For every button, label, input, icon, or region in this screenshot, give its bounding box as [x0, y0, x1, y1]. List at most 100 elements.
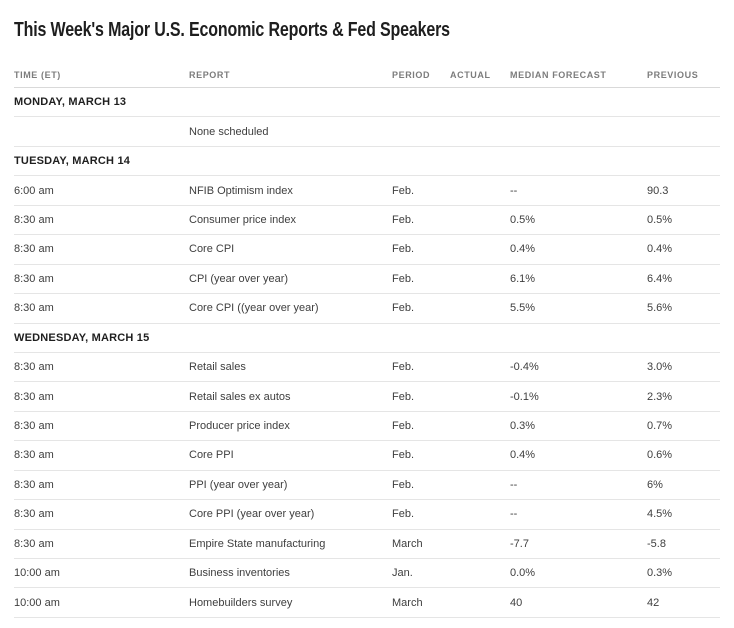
cell-report: Producer price index	[189, 420, 290, 433]
cell-period: Feb.	[392, 508, 415, 521]
cell-report: Core PPI (year over year)	[189, 508, 315, 521]
cell-forecast: --	[510, 478, 518, 491]
cell-previous: 6%	[647, 478, 663, 491]
cell-report: Consumer price index	[189, 213, 296, 226]
cell-forecast: --	[510, 508, 518, 521]
cell-time: 8:30 am	[14, 478, 54, 491]
cell-time: 6:00 am	[14, 184, 54, 197]
cell-time: 8:30 am	[14, 390, 54, 403]
table-row: 8:30 am Empire State manufacturing March -7…	[14, 530, 720, 559]
cell-previous: 6.4%	[647, 272, 673, 285]
table-row: 8:30 am PPI (year over year) Feb. -- 6%	[14, 471, 720, 501]
cell-forecast: --	[510, 184, 518, 197]
cell-previous: 5.6%	[647, 302, 673, 315]
cell-time: 8:30 am	[14, 449, 54, 462]
col-header-time: TIME (ET)	[14, 70, 61, 80]
day-header-row: TUESDAY, MARCH 14	[14, 147, 720, 177]
cell-period: Feb.	[392, 420, 415, 433]
cell-time: 10:00 am	[14, 567, 60, 580]
cell-previous: 0.3%	[647, 567, 673, 580]
cell-previous: 3.0%	[647, 361, 673, 374]
cell-previous: 0.6%	[647, 449, 673, 462]
cell-time: 8:30 am	[14, 243, 54, 256]
table-row: 6:00 am NFIB Optimism index Feb. -- 90.3	[14, 176, 720, 206]
cell-report: Core CPI	[189, 243, 235, 256]
reports-table: TIME (ET) REPORT PERIOD ACTUAL MEDIAN FO…	[14, 44, 720, 618]
cell-forecast: -0.1%	[510, 390, 539, 403]
cell-period: Feb.	[392, 478, 415, 491]
cell-report: Business inventories	[189, 567, 290, 580]
cell-previous: 0.4%	[647, 243, 673, 256]
cell-previous: 2.3%	[647, 390, 673, 403]
cell-forecast: 40	[510, 596, 523, 609]
cell-forecast: 0.5%	[510, 213, 536, 226]
cell-time: 10:00 am	[14, 596, 60, 609]
cell-forecast: 0.4%	[510, 243, 536, 256]
col-header-report: REPORT	[189, 70, 231, 80]
table-row: None scheduled	[14, 117, 720, 147]
cell-time: 8:30 am	[14, 213, 54, 226]
table-row: 8:30 am Retail sales ex autos Feb. -0.1% 2.3…	[14, 382, 720, 412]
cell-period: Feb.	[392, 361, 415, 374]
page-title: This Week's Major U.S. Economic Reports …	[14, 19, 450, 41]
day-header-label: MONDAY, MARCH 13	[14, 96, 127, 109]
cell-report: Empire State manufacturing	[189, 537, 326, 550]
cell-time: 8:30 am	[14, 302, 54, 315]
cell-forecast: 0.4%	[510, 449, 536, 462]
cell-previous: 0.7%	[647, 420, 673, 433]
table-row: 10:00 am Homebuilders survey March 40 42	[14, 588, 720, 618]
cell-report: Core CPI ((year over year)	[189, 302, 319, 315]
cell-previous: 0.5%	[647, 213, 673, 226]
col-header-forecast: MEDIAN FORECAST	[510, 70, 607, 80]
table-row: 8:30 am Retail sales Feb. -0.4% 3.0%	[14, 353, 720, 383]
cell-period: Feb.	[392, 213, 415, 226]
table-row: 8:30 am Consumer price index Feb. 0.5% 0.5%	[14, 206, 720, 236]
col-header-period: PERIOD	[392, 70, 431, 80]
cell-period: Feb.	[392, 272, 415, 285]
table-row: 8:30 am Core PPI (year over year) Feb. -- 4.…	[14, 500, 720, 530]
table-row: 8:30 am Core CPI Feb. 0.4% 0.4%	[14, 235, 720, 265]
col-header-actual: ACTUAL	[450, 70, 491, 80]
table-header-row: TIME (ET) REPORT PERIOD ACTUAL MEDIAN FO…	[14, 44, 720, 88]
day-header-label: TUESDAY, MARCH 14	[14, 155, 131, 168]
cell-period: Feb.	[392, 184, 415, 197]
cell-time: 8:30 am	[14, 537, 54, 550]
day-header-row: MONDAY, MARCH 13	[14, 88, 720, 118]
cell-period: March	[392, 537, 423, 550]
cell-period: Jan.	[392, 567, 413, 580]
table-row: 10:00 am Business inventories Jan. 0.0% 0.3%	[14, 559, 720, 589]
cell-period: Feb.	[392, 449, 415, 462]
cell-report: CPI (year over year)	[189, 272, 289, 285]
table-row: 8:30 am Core PPI Feb. 0.4% 0.6%	[14, 441, 720, 471]
cell-forecast: -0.4%	[510, 361, 539, 374]
cell-forecast: 0.0%	[510, 567, 536, 580]
cell-report: Homebuilders survey	[189, 596, 293, 609]
cell-period: March	[392, 596, 423, 609]
cell-previous: 4.5%	[647, 508, 673, 521]
cell-report: Core PPI	[189, 449, 234, 462]
col-header-previous: PREVIOUS	[647, 70, 699, 80]
cell-forecast: 5.5%	[510, 302, 536, 315]
day-header-row: WEDNESDAY, MARCH 15	[14, 324, 720, 353]
cell-previous: -5.8	[647, 537, 666, 550]
cell-previous: 42	[647, 596, 660, 609]
cell-time: 8:30 am	[14, 508, 54, 521]
cell-previous: 90.3	[647, 184, 669, 197]
cell-report: NFIB Optimism index	[189, 184, 293, 197]
day-header-label: WEDNESDAY, MARCH 15	[14, 331, 150, 344]
cell-report: None scheduled	[189, 125, 269, 138]
cell-forecast: -7.7	[510, 537, 529, 550]
table-body: MONDAY, MARCH 13 None scheduled TUESDAY, M…	[14, 88, 720, 618]
cell-period: Feb.	[392, 390, 415, 403]
table-row: 8:30 am Core CPI ((year over year) Feb. 5.5…	[14, 294, 720, 324]
cell-time: 8:30 am	[14, 272, 54, 285]
cell-period: Feb.	[392, 302, 415, 315]
cell-report: Retail sales	[189, 361, 246, 374]
cell-time: 8:30 am	[14, 420, 54, 433]
cell-period: Feb.	[392, 243, 415, 256]
cell-forecast: 6.1%	[510, 272, 536, 285]
cell-forecast: 0.3%	[510, 420, 536, 433]
table-row: 8:30 am Producer price index Feb. 0.3% 0.7%	[14, 412, 720, 442]
cell-report: Retail sales ex autos	[189, 390, 291, 403]
